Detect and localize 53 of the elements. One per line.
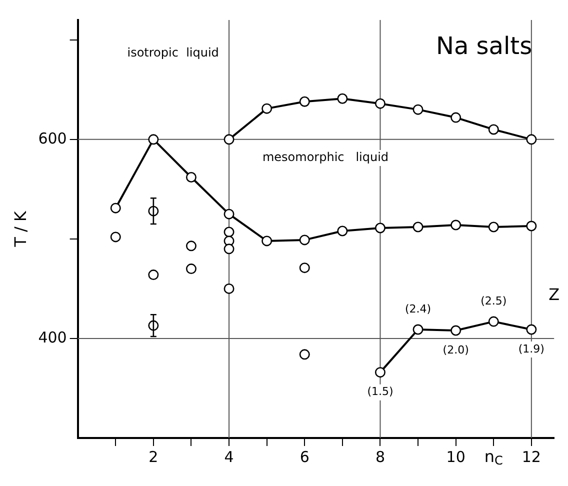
x-tick-label: 2 (148, 448, 158, 466)
point (412, 104, 424, 115)
point (299, 262, 310, 274)
point (224, 208, 234, 220)
point (224, 226, 234, 238)
y-tick-label: 400 (38, 328, 67, 346)
point (186, 264, 196, 274)
point (186, 172, 196, 182)
text: Na salts (436, 32, 532, 60)
point (488, 316, 499, 327)
point (262, 236, 272, 246)
point (224, 244, 234, 254)
point (148, 134, 159, 145)
point (262, 103, 272, 114)
x-tick-label: 8 (375, 448, 385, 466)
point (148, 270, 159, 280)
x-tick-label: 6 (300, 448, 310, 466)
point (337, 93, 348, 104)
point (224, 134, 234, 145)
x-tick-label: 12 (522, 448, 541, 466)
y-tick-label: 600 (38, 129, 67, 148)
x-tick-label: 4 (224, 448, 234, 466)
y-axis-title: T / K (10, 210, 30, 248)
point (374, 367, 386, 378)
point (450, 325, 462, 336)
point (337, 226, 348, 236)
point (488, 222, 499, 232)
point (412, 222, 424, 232)
point (110, 202, 121, 214)
annotation: (1.5) (367, 385, 394, 398)
annotation: mesomorphic liquid (262, 150, 389, 164)
point (374, 222, 386, 234)
point (412, 324, 424, 335)
annotation: (2.4) (404, 302, 432, 316)
point (526, 134, 537, 145)
point (299, 349, 310, 360)
point (374, 98, 386, 109)
annotation: (1.9) (518, 342, 544, 356)
annotation: (2.5) (480, 294, 507, 308)
point (488, 124, 499, 135)
annotation: (2.0) (442, 343, 469, 356)
point (224, 283, 234, 294)
point (450, 112, 462, 123)
point (299, 96, 310, 107)
point (186, 240, 196, 252)
x-tick-label: 10 (446, 448, 466, 466)
point (526, 220, 537, 232)
point (526, 324, 537, 335)
point (450, 220, 462, 230)
annotation: isotropic liquid (127, 46, 219, 60)
annotation: Z (548, 285, 560, 304)
point (110, 232, 121, 242)
point (299, 234, 310, 246)
